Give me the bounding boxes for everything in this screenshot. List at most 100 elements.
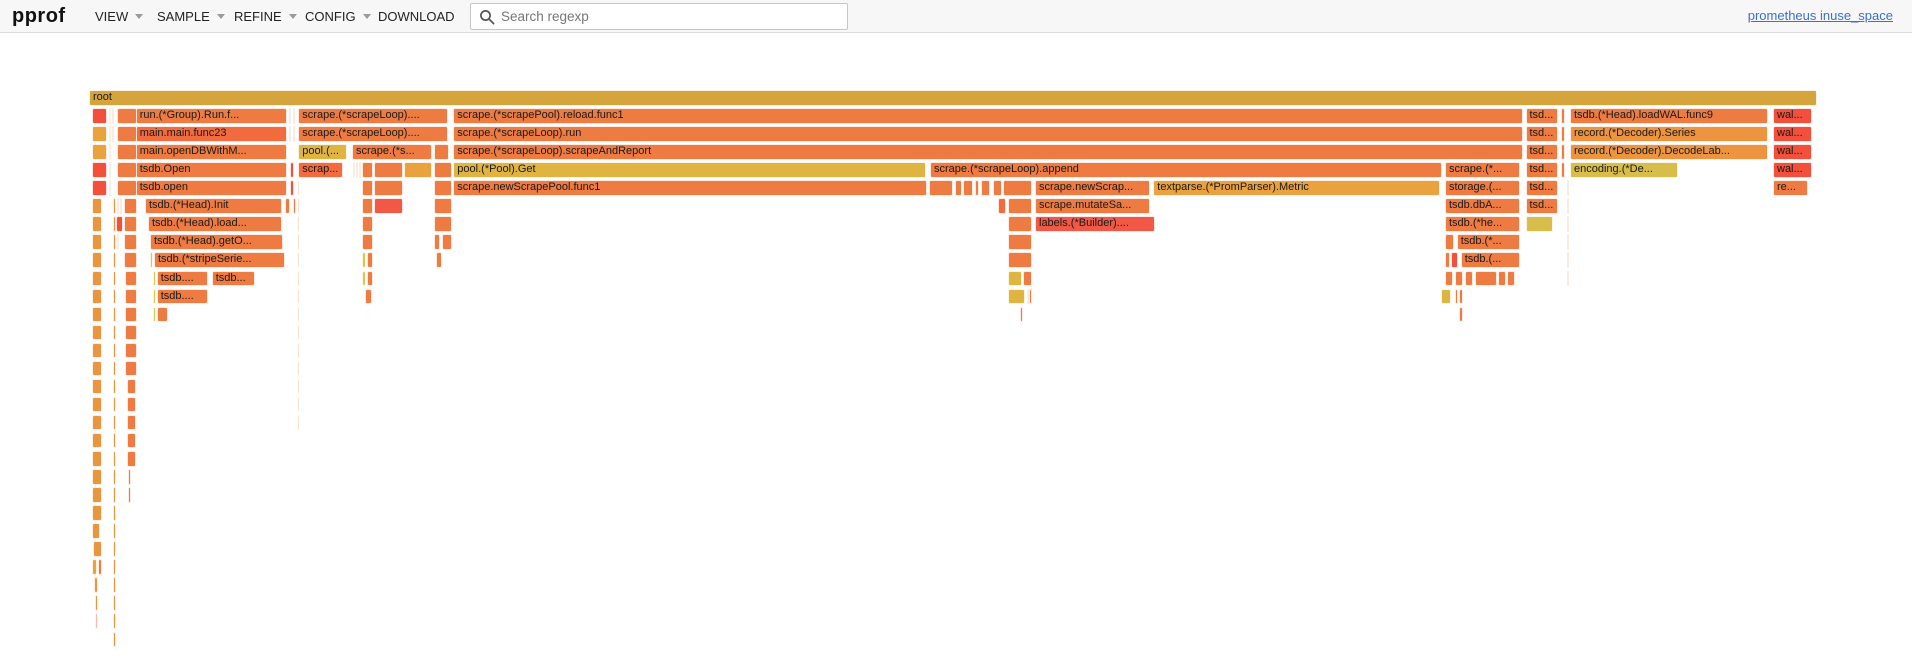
flame-cell[interactable]	[1008, 198, 1032, 214]
flame-cell[interactable]	[296, 342, 300, 359]
flame-cell[interactable]	[153, 288, 156, 305]
flame-cell[interactable]: wal...	[1773, 144, 1812, 160]
flame-cell[interactable]	[1567, 216, 1569, 232]
flame-cell[interactable]: main.openDBWithM...	[135, 144, 287, 160]
flame-cell[interactable]	[91, 162, 107, 178]
flame-cell[interactable]	[433, 180, 452, 196]
flame-cell[interactable]	[993, 180, 1002, 196]
menu-refine[interactable]: REFINE	[234, 9, 297, 24]
flame-cell[interactable]	[113, 360, 116, 377]
flame-cell[interactable]: tsdb....	[156, 270, 209, 286]
flame-cell[interactable]: scrape.(*scrapeLoop).scrapeAndReport	[453, 144, 1523, 160]
flame-cell[interactable]	[1008, 252, 1032, 268]
flame-cell[interactable]	[356, 162, 359, 178]
flame-cell[interactable]	[997, 198, 1006, 214]
flame-cell[interactable]: run.(*Group).Run.f...	[135, 108, 287, 124]
flame-cell[interactable]	[1465, 270, 1474, 286]
flame-cell[interactable]: main.main.func23	[135, 126, 287, 142]
flame-cell[interactable]	[361, 252, 366, 268]
flame-cell[interactable]	[113, 451, 116, 467]
flame-cell[interactable]	[91, 270, 102, 286]
flame-cell[interactable]	[1008, 288, 1025, 305]
flame-cell[interactable]	[125, 306, 137, 323]
flame-cell[interactable]	[433, 198, 452, 214]
flame-cell[interactable]	[91, 306, 102, 323]
flame-cell[interactable]	[1459, 306, 1463, 323]
flame-cell[interactable]: tsd...	[1525, 144, 1558, 160]
flame-cell[interactable]	[296, 270, 300, 286]
flame-cell[interactable]: tsdb....	[156, 288, 208, 305]
flame-cell[interactable]	[359, 162, 362, 178]
flame-cell[interactable]: tsdb.(*stripeSerie...	[154, 252, 285, 268]
flame-cell[interactable]: storage.(...	[1445, 180, 1520, 196]
flame-cell[interactable]	[374, 180, 404, 196]
flame-cell[interactable]	[361, 198, 374, 214]
flame-cell[interactable]	[113, 577, 116, 593]
flame-cell[interactable]	[981, 180, 990, 196]
flame-cell[interactable]	[296, 180, 300, 196]
flame-cell[interactable]	[94, 577, 99, 593]
flame-cell[interactable]	[116, 126, 137, 142]
flame-cell[interactable]	[292, 126, 295, 142]
flame-cell[interactable]	[296, 378, 300, 395]
flame-cell[interactable]	[404, 162, 432, 178]
flame-cell[interactable]	[123, 252, 137, 268]
flame-cell[interactable]	[116, 108, 137, 124]
flame-cell[interactable]	[91, 342, 102, 359]
flame-cell[interactable]	[1506, 270, 1515, 286]
flame-cell[interactable]	[296, 198, 300, 214]
flame-cell[interactable]	[113, 595, 116, 611]
flame-cell[interactable]	[113, 270, 116, 286]
flame-cell[interactable]: scrape.(*s...	[352, 144, 432, 160]
flame-cell[interactable]: record.(*Decoder).Series	[1570, 126, 1768, 142]
flame-cell[interactable]	[91, 414, 102, 431]
flame-cell[interactable]	[91, 451, 102, 467]
flame-cell[interactable]: tsd...	[1525, 180, 1558, 196]
flame-cell[interactable]: tsdb.(*Head).load...	[148, 216, 282, 232]
flame-cell[interactable]	[91, 432, 102, 449]
flame-cell[interactable]	[113, 324, 116, 341]
flame-cell[interactable]	[125, 342, 137, 359]
flame-cell[interactable]	[374, 162, 404, 178]
flame-cell[interactable]: wal...	[1773, 108, 1812, 124]
flame-cell[interactable]: scrape.mutateSa...	[1035, 198, 1150, 214]
flame-cell[interactable]	[127, 451, 136, 467]
flame-cell[interactable]	[91, 288, 102, 305]
flame-cell[interactable]: scrape.newScrapePool.func1	[453, 180, 927, 196]
flame-cell[interactable]	[296, 216, 300, 232]
flame-cell[interactable]	[95, 595, 99, 611]
flame-cell[interactable]	[1455, 288, 1459, 305]
flame-cell[interactable]	[365, 288, 373, 305]
flame-cell[interactable]: scrape.(*scrapeLoop).run	[453, 126, 1523, 142]
flame-cell[interactable]	[108, 180, 111, 196]
flame-cell[interactable]	[91, 523, 100, 539]
flame-cell[interactable]	[119, 198, 122, 214]
flame-cell[interactable]	[91, 324, 102, 341]
flame-cell[interactable]	[113, 378, 116, 395]
flame-cell[interactable]: scrape.(*scrapeLoop)....	[298, 126, 449, 142]
flame-cell[interactable]	[113, 234, 116, 250]
flame-cell[interactable]	[1475, 270, 1497, 286]
flame-cell[interactable]: scrape.(*scrapePool).reload.func1	[453, 108, 1523, 124]
flame-cell[interactable]	[91, 144, 107, 160]
flame-cell[interactable]	[975, 180, 979, 196]
flame-cell[interactable]	[1567, 252, 1569, 268]
flame-cell[interactable]: tsdb.Open	[135, 162, 287, 178]
flame-cell[interactable]	[116, 198, 119, 214]
flame-cell[interactable]	[113, 198, 116, 214]
flame-cell[interactable]	[928, 180, 954, 196]
flame-cell[interactable]	[125, 360, 137, 377]
flame-cell[interactable]	[127, 414, 136, 431]
flame-cell[interactable]	[113, 306, 116, 323]
flame-cell[interactable]	[290, 180, 295, 196]
flame-cell[interactable]	[108, 108, 111, 124]
flame-cell[interactable]	[113, 523, 116, 539]
flame-cell[interactable]	[113, 613, 116, 629]
flame-cell[interactable]	[367, 270, 374, 286]
flame-cell[interactable]	[433, 162, 452, 178]
flame-cell[interactable]	[111, 108, 114, 124]
flame-cell[interactable]	[1026, 288, 1029, 305]
flame-cell[interactable]	[290, 162, 295, 178]
flame-cell[interactable]	[1008, 234, 1032, 250]
flame-cell[interactable]	[435, 252, 442, 268]
